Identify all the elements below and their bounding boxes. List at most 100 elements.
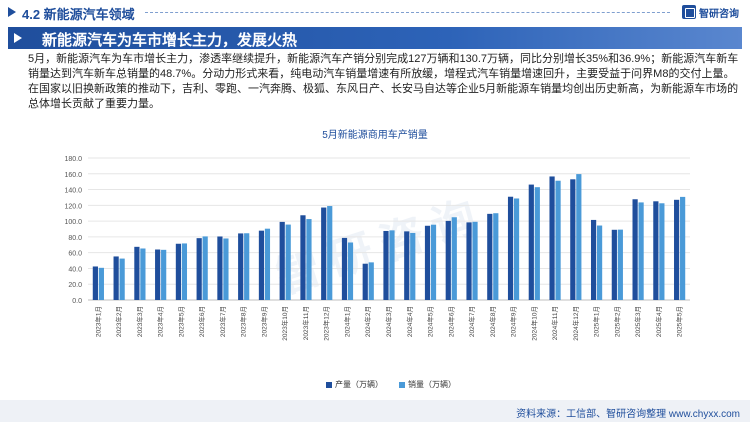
x-tick-label: 2024年8月 — [488, 306, 497, 337]
zhiyan-logo-icon — [682, 5, 696, 19]
x-tick-label: 2024年11月 — [550, 306, 559, 340]
production-bar — [279, 221, 285, 300]
x-tick-label: 2023年2月 — [114, 306, 123, 337]
y-tick-label: 120.0 — [64, 203, 82, 210]
x-tick-label: 2024年1月 — [342, 306, 351, 337]
x-tick-label: 2023年11月 — [301, 306, 310, 340]
sales-bar — [534, 187, 540, 300]
x-tick-label: 2024年4月 — [405, 306, 414, 337]
production-bar — [134, 246, 140, 300]
sales-bar — [264, 228, 271, 300]
logo-text: 智研咨询 — [699, 8, 739, 20]
production-bar — [632, 199, 638, 300]
x-tick-label: 2023年7月 — [218, 306, 227, 337]
production-bar — [404, 231, 410, 300]
production-bar — [383, 230, 389, 300]
production-bar — [590, 219, 597, 300]
production-bar — [258, 230, 265, 300]
source-note: 资料来源：工信部、智研咨询整理 www.chyxx.com — [516, 409, 740, 420]
x-tick-label: 2024年9月 — [509, 306, 518, 337]
x-tick-label: 2024年12月 — [571, 306, 580, 341]
legend-swatch-sales — [399, 381, 405, 388]
sales-bar — [430, 224, 437, 300]
production-bar — [217, 236, 223, 300]
x-tick-label: 2023年4月 — [156, 306, 165, 337]
production-bar — [528, 184, 534, 300]
sales-bar — [181, 243, 188, 300]
sales-bar — [472, 221, 478, 300]
y-tick-label: 100.0 — [64, 219, 82, 226]
production-bar — [570, 179, 576, 300]
title-banner: 新能源汽车为车市增长主力，发展火热 — [8, 27, 742, 49]
y-tick-label: 160.0 — [64, 172, 82, 179]
sales-bar — [659, 203, 665, 300]
production-bar — [238, 233, 244, 300]
sales-bar — [119, 258, 125, 300]
y-tick-label: 20.0 — [68, 282, 82, 289]
x-tick-label: 2023年6月 — [197, 306, 206, 337]
top-header: 4.2 新能源汽车领域 智研咨询 — [0, 0, 750, 24]
section-marker-icon — [8, 7, 16, 17]
production-bar — [507, 196, 514, 300]
sales-bar — [202, 236, 208, 300]
x-tick-label: 2023年3月 — [135, 306, 144, 337]
x-tick-label: 2025年5月 — [675, 306, 684, 337]
x-tick-label: 2024年3月 — [384, 306, 393, 337]
summary-paragraph: 5月，新能源汽车为车市增长主力，渗透率继续提升，新能源汽车产销分别完成127万辆… — [28, 53, 739, 110]
sales-bar — [410, 232, 416, 300]
production-bar — [445, 220, 451, 300]
sales-bar — [576, 174, 582, 300]
x-tick-label: 2023年10月 — [280, 306, 289, 341]
production-bar — [300, 215, 306, 300]
production-bar — [487, 213, 493, 300]
legend-label-production: 产量（万辆） — [335, 380, 383, 389]
sales-bar — [596, 225, 603, 300]
chart-title: 5月新能源商用车产销量 — [322, 130, 428, 141]
sales-bar — [680, 196, 686, 300]
section-title: 4.2 新能源汽车领域 — [22, 7, 135, 22]
sales-bar — [161, 249, 167, 300]
sales-bar — [285, 224, 291, 300]
production-bar — [341, 237, 348, 300]
banner-title: 新能源汽车为车市增长主力，发展火热 — [42, 32, 298, 49]
legend-label-sales: 销量（万辆） — [408, 380, 456, 389]
x-tick-label: 2024年7月 — [467, 306, 476, 337]
production-bar — [175, 243, 182, 300]
production-bar — [611, 229, 617, 300]
production-bar — [321, 207, 327, 300]
production-bar — [424, 225, 431, 300]
sales-bar — [451, 217, 457, 300]
production-bar — [549, 176, 555, 300]
production-bar — [362, 263, 368, 300]
x-tick-label: 2023年1月 — [93, 306, 102, 337]
sales-bar — [617, 229, 623, 300]
x-tick-label: 2024年10月 — [529, 306, 538, 341]
x-tick-label: 2023年12月 — [322, 306, 331, 341]
sales-bar — [638, 202, 644, 300]
y-tick-label: 40.0 — [68, 266, 82, 273]
legend-item-production: 产量（万辆） — [326, 379, 383, 390]
production-bar — [92, 266, 98, 300]
sales-bar — [347, 242, 354, 300]
sales-bar — [493, 213, 499, 300]
y-tick-label: 80.0 — [68, 235, 82, 242]
y-tick-label: 60.0 — [68, 251, 82, 258]
x-tick-label: 2023年9月 — [259, 306, 268, 337]
y-tick-label: 180.0 — [64, 156, 82, 163]
x-tick-label: 2024年5月 — [426, 306, 435, 337]
bar-chart: 0.0 20.0 40.0 60.0 80.0 100.0 120.0 140.0 160.0 1… — [64, 156, 690, 341]
sales-bar — [244, 233, 250, 300]
brand-logo: 智研咨询 — [682, 3, 739, 21]
sales-bar — [306, 219, 312, 300]
sales-bar — [98, 267, 104, 300]
y-tick-label: 140.0 — [64, 188, 82, 195]
sales-bar — [389, 230, 395, 300]
x-tick-label: 2024年6月 — [446, 306, 455, 337]
legend-item-sales: 销量（万辆） — [399, 379, 456, 390]
x-tick-label: 2025年1月 — [592, 306, 601, 337]
x-tick-label: 2025年2月 — [612, 306, 621, 337]
production-bar — [653, 201, 659, 300]
footer-bar — [0, 400, 750, 422]
production-bar — [155, 249, 161, 300]
production-bar — [113, 256, 119, 300]
